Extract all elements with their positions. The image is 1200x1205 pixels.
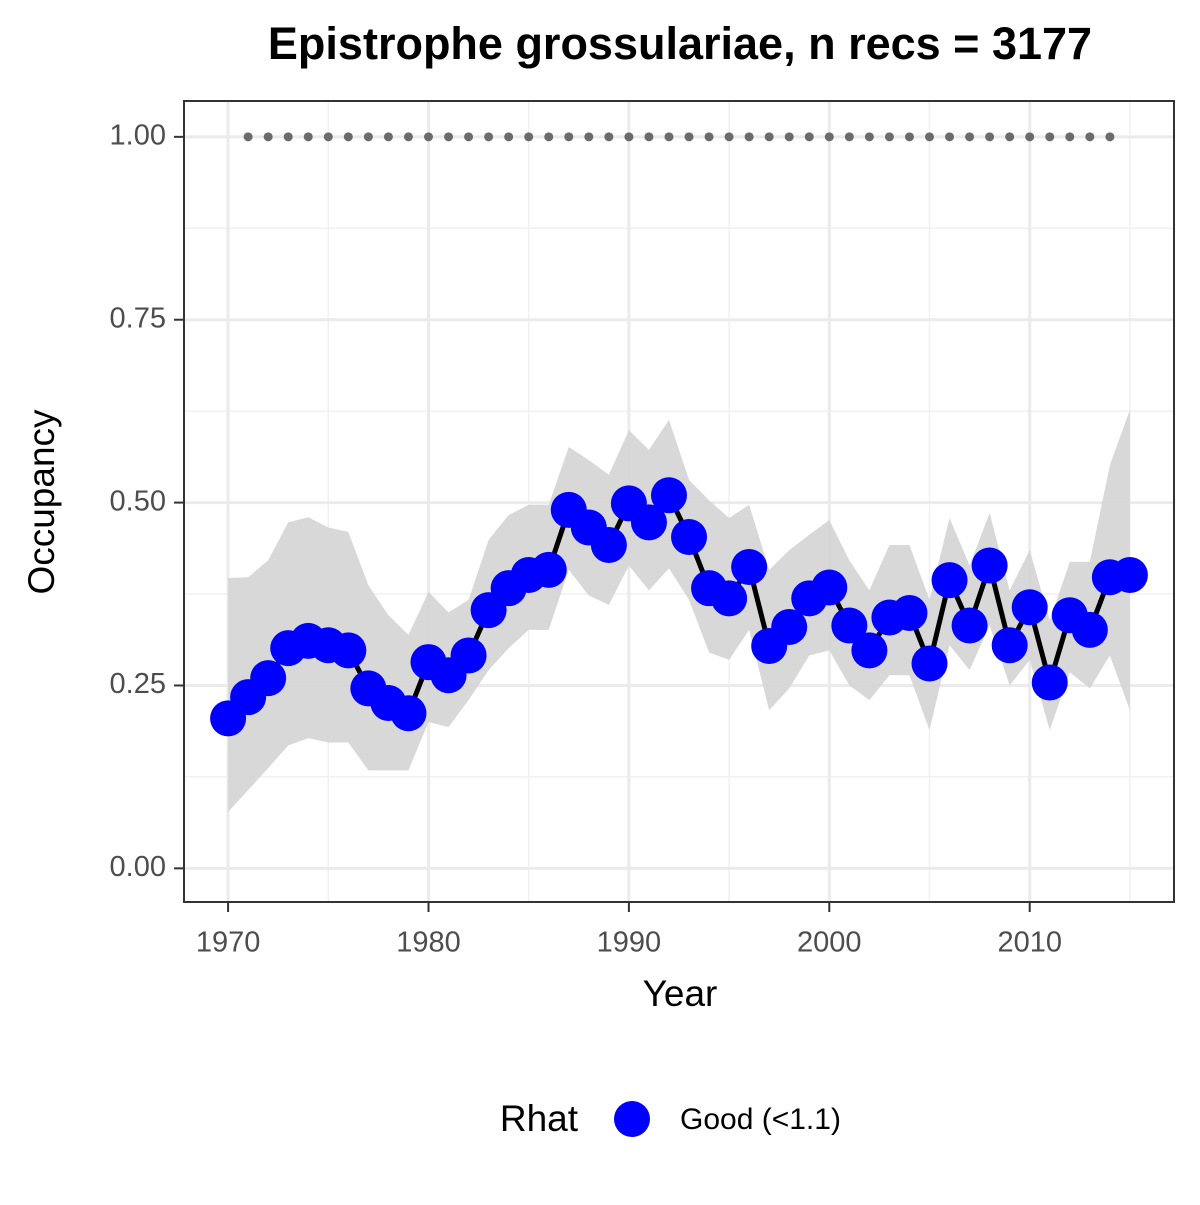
reference-point <box>403 132 413 142</box>
x-tick-label: 1990 <box>597 927 662 959</box>
y-tick-label: 0.75 <box>110 302 166 334</box>
data-point <box>590 527 627 564</box>
y-axis-title: Occupancy <box>21 409 62 595</box>
reference-point <box>243 132 253 142</box>
data-point <box>891 595 928 632</box>
data-point <box>851 632 888 669</box>
data-point <box>671 518 708 555</box>
x-tick-label: 1970 <box>196 927 261 959</box>
reference-point <box>925 132 935 142</box>
reference-point <box>764 132 774 142</box>
legend-title: Rhat <box>500 1098 579 1139</box>
data-point <box>530 551 567 588</box>
data-point <box>911 645 948 682</box>
data-point <box>711 580 748 617</box>
reference-point <box>484 132 494 142</box>
reference-point <box>844 132 854 142</box>
data-point <box>650 477 687 514</box>
data-point <box>971 547 1008 584</box>
x-tick-label: 2000 <box>797 927 862 959</box>
reference-point <box>1065 132 1075 142</box>
reference-point <box>584 132 594 142</box>
reference-point <box>1085 132 1095 142</box>
reference-point <box>504 132 514 142</box>
reference-point <box>343 132 353 142</box>
reference-point <box>804 132 814 142</box>
x-axis-title: Year <box>643 973 718 1014</box>
chart-title: Epistrophe grossulariae, n recs = 3177 <box>268 18 1092 69</box>
data-point <box>991 627 1028 664</box>
data-point <box>1011 589 1048 626</box>
reference-point <box>965 132 975 142</box>
data-point <box>811 569 848 606</box>
data-point <box>330 632 367 669</box>
reference-point <box>985 132 995 142</box>
reference-point <box>363 132 373 142</box>
reference-point <box>524 132 534 142</box>
y-tick-label: 0.50 <box>110 485 166 517</box>
reference-point <box>564 132 574 142</box>
reference-point <box>383 132 393 142</box>
reference-point <box>644 132 654 142</box>
reference-point <box>864 132 874 142</box>
x-tick-label: 2010 <box>997 927 1062 959</box>
confidence-band <box>228 409 1130 813</box>
data-point <box>771 608 808 645</box>
reference-point <box>283 132 293 142</box>
reference-point <box>263 132 273 142</box>
data-point <box>731 548 768 585</box>
reference-point <box>664 132 674 142</box>
reference-point <box>1045 132 1055 142</box>
reference-point <box>303 132 313 142</box>
reference-point <box>1105 132 1115 142</box>
reference-point <box>704 132 714 142</box>
reference-point <box>744 132 754 142</box>
legend-label: Good (<1.1) <box>680 1103 841 1136</box>
y-tick-label: 0.25 <box>110 668 166 700</box>
reference-point <box>444 132 454 142</box>
x-tick-label: 1980 <box>396 927 461 959</box>
y-tick-label: 1.00 <box>110 120 166 152</box>
y-tick-label: 0.00 <box>110 851 166 883</box>
data-point <box>1071 611 1108 648</box>
reference-point <box>604 132 614 142</box>
data-point <box>630 504 667 541</box>
reference-point <box>1005 132 1015 142</box>
data-point <box>390 695 427 732</box>
reference-point <box>824 132 834 142</box>
reference-point <box>464 132 474 142</box>
data-point <box>951 607 988 644</box>
reference-point <box>724 132 734 142</box>
panel-border <box>183 100 1175 903</box>
reference-point <box>945 132 955 142</box>
reference-point <box>1025 132 1035 142</box>
data-point <box>450 637 487 674</box>
reference-point <box>884 132 894 142</box>
data-point <box>831 607 868 644</box>
reference-point <box>904 132 914 142</box>
data-point <box>250 660 287 697</box>
reference-point <box>784 132 794 142</box>
reference-point <box>423 132 433 142</box>
reference-point <box>323 132 333 142</box>
reference-point <box>624 132 634 142</box>
legend-marker <box>614 1101 650 1137</box>
data-point <box>1031 664 1068 701</box>
data-point <box>1111 557 1148 594</box>
data-point <box>931 562 968 599</box>
reference-point <box>684 132 694 142</box>
reference-point <box>544 132 554 142</box>
